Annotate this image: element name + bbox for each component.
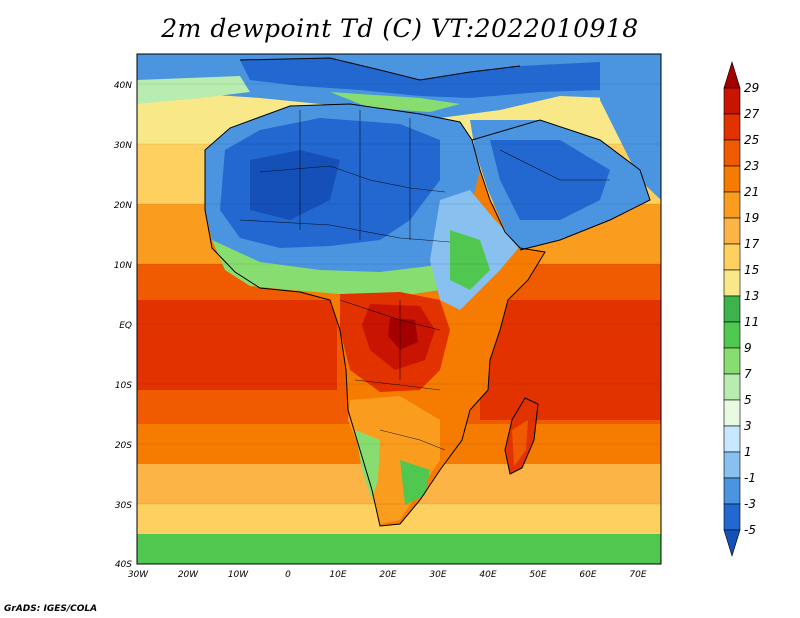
colorbar-label: 17 xyxy=(744,237,760,251)
map-field xyxy=(137,54,661,564)
colorbar-label: -1 xyxy=(744,471,756,485)
colorbar-label: 27 xyxy=(744,107,760,121)
colorbar-label: 29 xyxy=(744,81,759,95)
lat-label: 10S xyxy=(115,381,132,391)
colorbar-label: 15 xyxy=(744,263,759,277)
lon-label: 0 xyxy=(285,570,291,580)
colorbar-bin xyxy=(723,451,741,479)
colorbar-bin xyxy=(723,139,741,167)
colorbar-bin xyxy=(723,217,741,245)
colorbar-label: 19 xyxy=(744,211,759,225)
lon-label: 40E xyxy=(479,570,496,580)
colorbar-label: -5 xyxy=(744,523,756,537)
colorbar-bin xyxy=(723,295,741,323)
colorbar-label: 13 xyxy=(744,289,759,303)
colorbar-bin xyxy=(723,191,741,219)
lon-label: 20W xyxy=(178,570,199,580)
lat-label: EQ xyxy=(119,321,132,331)
colorbar-label: 9 xyxy=(744,341,752,355)
colorbar-bin xyxy=(723,269,741,297)
colorbar-label: 23 xyxy=(744,159,759,173)
colorbar-bin xyxy=(723,477,741,505)
colorbar-bin xyxy=(723,425,741,453)
colorbar-label: 5 xyxy=(744,393,752,407)
lon-label: 60E xyxy=(579,570,596,580)
colorbar-bin xyxy=(723,503,741,531)
colorbar-bin xyxy=(723,113,741,141)
colorbar-bin xyxy=(723,347,741,375)
lat-label: 30S xyxy=(115,501,132,511)
map-title: 2m dewpoint Td (C) VT:2022010918 xyxy=(161,14,639,43)
lat-label: 20N xyxy=(114,201,132,211)
lat-axis: 40N 30N 20N 10N EQ 10S 20S 30S 40S xyxy=(114,81,132,570)
colorbar-label: -3 xyxy=(744,497,756,511)
colorbar-bin xyxy=(723,243,741,271)
lat-label: 40S xyxy=(115,560,132,570)
lon-label: 10E xyxy=(329,570,346,580)
lon-label: 30E xyxy=(429,570,446,580)
lon-label: 50E xyxy=(529,570,546,580)
colorbar-label: 7 xyxy=(744,367,752,381)
grads-credit: GrADS: IGES/COLA xyxy=(4,604,98,614)
lon-label: 70E xyxy=(629,570,646,580)
colorbar-bin xyxy=(723,87,741,115)
colorbar-bin xyxy=(723,399,741,427)
lat-label: 30N xyxy=(114,141,132,151)
colorbar-label: 3 xyxy=(744,419,752,433)
colorbar-label: 21 xyxy=(744,185,759,199)
colorbar-bin xyxy=(723,373,741,401)
lon-label: 10W xyxy=(228,570,249,580)
lon-label: 30W xyxy=(128,570,149,580)
lat-label: 40N xyxy=(114,81,132,91)
colorbar-label: 25 xyxy=(744,133,759,147)
lon-label: 20E xyxy=(379,570,396,580)
map-frame xyxy=(136,53,662,565)
colorbar-bin xyxy=(723,165,741,193)
colorbar-label: 1 xyxy=(744,445,752,459)
colorbar-top-arrow xyxy=(723,60,741,89)
colorbar-label: 11 xyxy=(744,315,759,329)
lat-label: 20S xyxy=(115,441,132,451)
colorbar: 29 27 25 23 21 19 17 15 13 11 9 7 5 3 1 -1 -3 -5 xyxy=(723,60,760,558)
lat-label: 10N xyxy=(114,261,132,271)
colorbar-bin xyxy=(723,321,741,349)
lon-axis: 30W 20W 10W 0 10E 20E 30E 40E 50E 60E 70… xyxy=(128,570,647,580)
colorbar-bottom-arrow xyxy=(723,529,741,558)
